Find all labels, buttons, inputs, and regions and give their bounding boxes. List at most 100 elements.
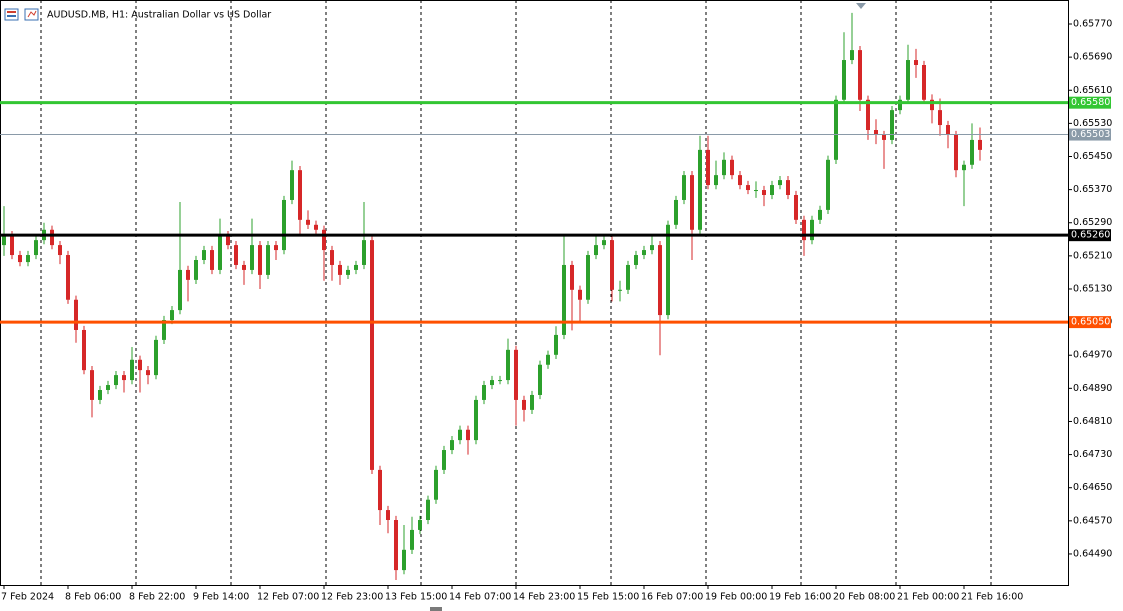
candle-body xyxy=(962,164,966,171)
candle-body xyxy=(698,149,702,230)
y-tick-label: 0.65770 xyxy=(1073,19,1112,30)
candle-body xyxy=(586,255,590,300)
candle-body xyxy=(866,99,870,130)
x-tick-label: 19 Feb 00:00 xyxy=(705,592,767,603)
level-label: 0.65580 xyxy=(1071,97,1110,108)
candle-body xyxy=(530,394,534,410)
icon-bar xyxy=(7,11,16,13)
candle-body xyxy=(66,255,70,300)
candle-body xyxy=(234,245,238,265)
x-tick-label: 8 Feb 06:00 xyxy=(65,592,121,603)
candle-body xyxy=(218,235,222,270)
candle-body xyxy=(882,134,886,140)
level-label-box xyxy=(1069,128,1111,141)
y-tick-label: 0.65130 xyxy=(1073,283,1112,294)
candle-body xyxy=(178,269,182,311)
x-tick-label: 21 Feb 16:00 xyxy=(961,592,1023,603)
y-tick-label: 0.64890 xyxy=(1073,383,1112,394)
x-tick-label: 12 Feb 07:00 xyxy=(257,592,319,603)
candle-body xyxy=(426,499,430,520)
candle-body xyxy=(722,159,726,176)
candle-body xyxy=(458,429,462,441)
candle-body xyxy=(826,159,830,210)
candle-body xyxy=(762,190,766,195)
candle-body xyxy=(786,180,790,195)
candle-body xyxy=(250,245,254,270)
candle-body xyxy=(186,269,190,280)
candle-body xyxy=(658,245,662,316)
y-tick-label: 0.64730 xyxy=(1073,449,1112,460)
y-tick-label: 0.64570 xyxy=(1073,515,1112,526)
candle-body xyxy=(898,99,902,111)
x-tick-label: 21 Feb 00:00 xyxy=(897,592,959,603)
icon-glyph xyxy=(27,10,37,18)
candle-body xyxy=(282,199,286,251)
y-tick-label: 0.64810 xyxy=(1073,416,1112,427)
candle-body xyxy=(74,299,78,330)
candle-body xyxy=(954,134,958,171)
candle-body xyxy=(50,229,54,246)
candle-body xyxy=(522,399,526,410)
candle-body xyxy=(114,375,118,386)
candle-body xyxy=(106,385,110,390)
candle-body xyxy=(354,264,358,270)
candle-body xyxy=(570,264,574,290)
candle-body xyxy=(242,264,246,270)
icon-menu[interactable] xyxy=(4,8,19,21)
candle-body xyxy=(778,180,782,186)
y-tick-label: 0.64650 xyxy=(1073,482,1112,493)
shift-marker xyxy=(856,3,866,9)
candle-body xyxy=(442,450,446,470)
x-tick-label: 20 Feb 08:00 xyxy=(833,592,895,603)
candle-body xyxy=(498,380,502,382)
candle-body xyxy=(258,245,262,275)
candle-body xyxy=(562,264,566,335)
level-label-box xyxy=(1069,96,1111,109)
candle-body xyxy=(98,390,102,400)
candle-body xyxy=(26,255,30,263)
candle-body xyxy=(274,245,278,251)
candle-body xyxy=(82,329,86,371)
candle-body xyxy=(834,99,838,160)
candle-body xyxy=(554,334,558,355)
candle-body xyxy=(666,224,670,316)
chart-title: AUDUSD.MB, H1: Australian Dollar vs US D… xyxy=(47,10,271,21)
candle-body xyxy=(674,199,678,225)
candle-body xyxy=(538,364,542,395)
candle-body xyxy=(690,175,694,230)
icon-bar xyxy=(7,15,16,17)
candle-body xyxy=(10,235,14,256)
candle-body xyxy=(842,60,846,100)
candle-body xyxy=(922,65,926,100)
candle-body xyxy=(34,240,38,256)
y-tick-label: 0.65690 xyxy=(1073,52,1112,63)
x-tick-label: 16 Feb 07:00 xyxy=(641,592,703,603)
level-label: 0.65050 xyxy=(1071,317,1110,328)
candle-body xyxy=(506,349,510,381)
candle-body xyxy=(754,190,758,192)
icon-chart[interactable] xyxy=(24,8,39,21)
candle-body xyxy=(322,229,326,251)
candle-body xyxy=(402,549,406,571)
candle-body xyxy=(514,349,518,400)
candle-body xyxy=(618,289,622,291)
candle-body xyxy=(714,175,718,186)
y-tick-label: 0.64970 xyxy=(1073,350,1112,361)
scrollbar-thumb[interactable] xyxy=(430,607,442,611)
x-tick-label: 15 Feb 15:00 xyxy=(577,592,639,603)
candle-body xyxy=(594,245,598,256)
candle-body xyxy=(298,170,302,220)
candle-body xyxy=(266,245,270,275)
candle-body xyxy=(610,240,614,290)
candle-body xyxy=(226,235,230,246)
candle-body xyxy=(802,219,806,241)
y-tick-label: 0.65610 xyxy=(1073,85,1112,96)
x-tick-label: 8 Feb 22:00 xyxy=(129,592,185,603)
candle-body xyxy=(938,110,942,126)
candle-body xyxy=(794,195,798,220)
title-icons xyxy=(4,8,39,21)
candle-body xyxy=(394,520,398,571)
candle-body xyxy=(770,185,774,195)
